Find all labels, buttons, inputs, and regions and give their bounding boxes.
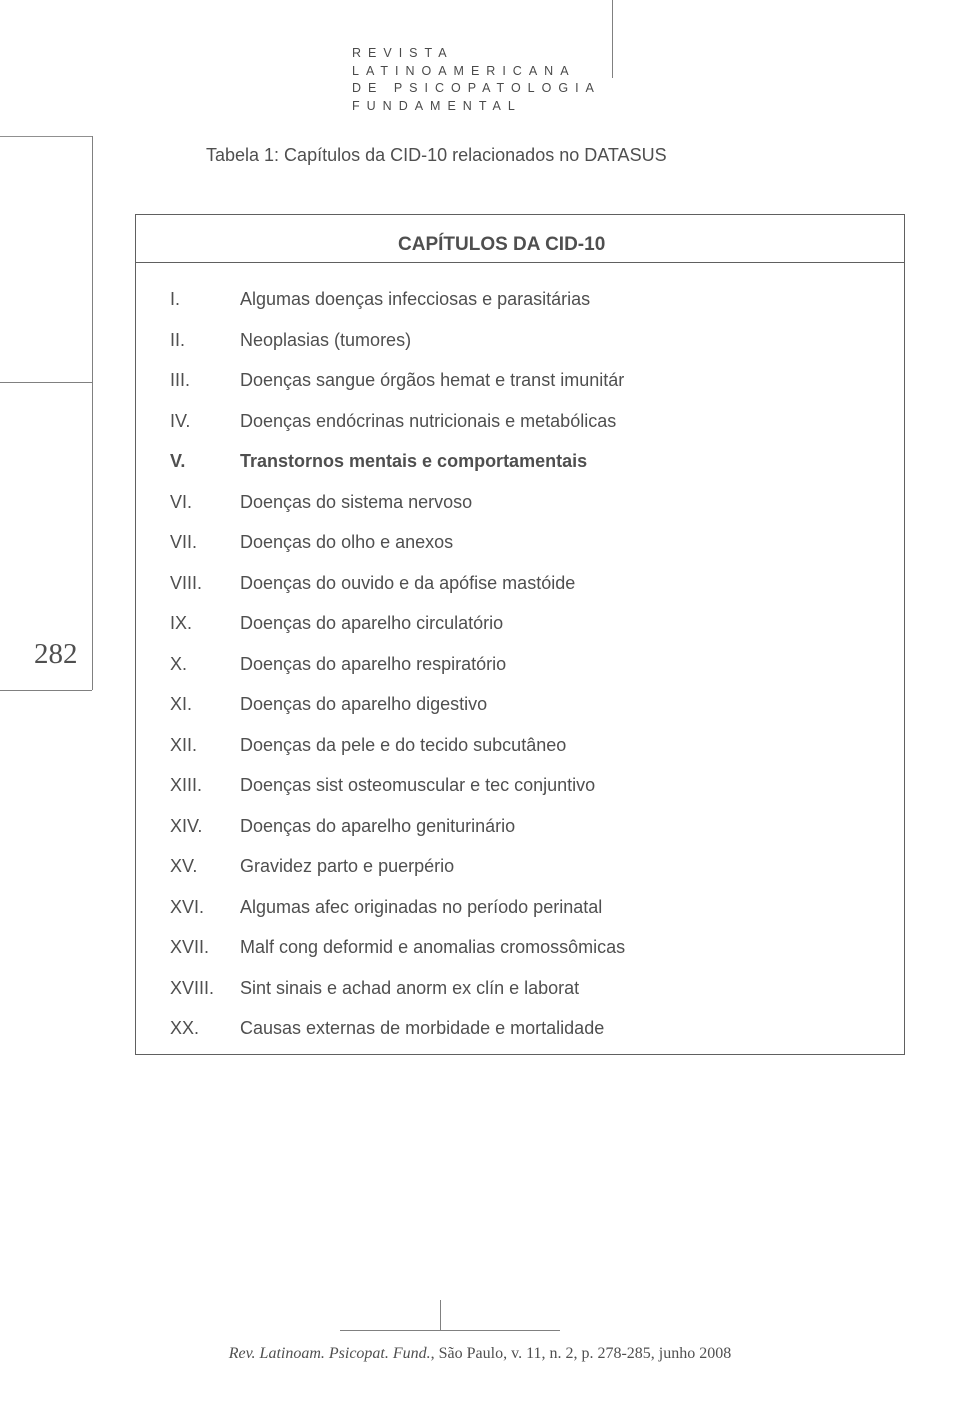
page-number: 282 (34, 638, 78, 671)
row-description: Doenças do aparelho respiratório (240, 655, 870, 673)
footer-journal: Rev. Latinoam. Psicopat. Fund. (229, 1345, 431, 1362)
table-row: XIII.Doenças sist osteomuscular e tec co… (170, 776, 870, 794)
row-numeral: XII. (170, 736, 240, 754)
table-row: V.Transtornos mentais e comportamentais (170, 452, 870, 470)
table-row: XVI.Algumas afec originadas no período p… (170, 898, 870, 916)
table-row: XX.Causas externas de morbidade e mortal… (170, 1019, 870, 1037)
row-description: Doenças do olho e anexos (240, 533, 870, 551)
table-heading-divider (135, 262, 905, 263)
row-numeral: II. (170, 331, 240, 349)
table-caption: Tabela 1: Capítulos da CID-10 relacionad… (206, 145, 667, 166)
table-row: VII.Doenças do olho e anexos (170, 533, 870, 551)
row-numeral: XI. (170, 695, 240, 713)
table-border-right (904, 214, 905, 1054)
footer-horizontal-rule (340, 1330, 560, 1331)
footer-vertical-rule (440, 1300, 441, 1330)
journal-header-line4: FUNDAMENTAL (352, 98, 604, 116)
table-border-left (135, 214, 136, 1054)
row-numeral: XVI. (170, 898, 240, 916)
row-numeral: XIV. (170, 817, 240, 835)
margin-rule-upper (0, 382, 92, 383)
row-description: Doenças da pele e do tecido subcutâneo (240, 736, 870, 754)
table-row: VIII.Doenças do ouvido e da apófise mast… (170, 574, 870, 592)
row-description: Doenças do aparelho digestivo (240, 695, 870, 713)
row-numeral: VII. (170, 533, 240, 551)
margin-rule-lower (0, 690, 92, 691)
row-description: Malf cong deformid e anomalias cromossôm… (240, 938, 870, 956)
table-row: III.Doenças sangue órgãos hemat e transt… (170, 371, 870, 389)
row-description: Transtornos mentais e comportamentais (240, 452, 870, 470)
row-numeral: XV. (170, 857, 240, 875)
row-numeral: I. (170, 290, 240, 308)
table-heading: CAPÍTULOS DA CID-10 (398, 234, 605, 256)
row-numeral: IX. (170, 614, 240, 632)
journal-header-line1: REVISTA (352, 45, 604, 63)
table-row: XIV.Doenças do aparelho geniturinário (170, 817, 870, 835)
table-row: II.Neoplasias (tumores) (170, 331, 870, 349)
row-numeral: X. (170, 655, 240, 673)
table-row: XVIII.Sint sinais e achad anorm ex clín … (170, 979, 870, 997)
row-description: Doenças sangue órgãos hemat e transt imu… (240, 371, 870, 389)
caption-left-rule (0, 136, 92, 137)
header-vertical-rule (612, 0, 613, 78)
table-row: X.Doenças do aparelho respiratório (170, 655, 870, 673)
page: REVISTA LATINOAMERICANA DE PSICOPATOLOGI… (0, 0, 960, 1412)
row-numeral: XVIII. (170, 979, 240, 997)
table-row: I.Algumas doenças infecciosas e parasitá… (170, 290, 870, 308)
row-description: Doenças do ouvido e da apófise mastóide (240, 574, 870, 592)
row-description: Gravidez parto e puerpério (240, 857, 870, 875)
row-numeral: IV. (170, 412, 240, 430)
table-row: IX.Doenças do aparelho circulatório (170, 614, 870, 632)
footer-citation: Rev. Latinoam. Psicopat. Fund., São Paul… (0, 1345, 960, 1363)
journal-header-line2: LATINOAMERICANA (352, 63, 604, 81)
row-numeral: XVII. (170, 938, 240, 956)
table-row: XII.Doenças da pele e do tecido subcutân… (170, 736, 870, 754)
row-numeral: XIII. (170, 776, 240, 794)
journal-header: REVISTA LATINOAMERICANA DE PSICOPATOLOGI… (352, 45, 604, 115)
row-description: Doenças do aparelho circulatório (240, 614, 870, 632)
row-description: Doenças do aparelho geniturinário (240, 817, 870, 835)
table-row: VI.Doenças do sistema nervoso (170, 493, 870, 511)
row-numeral: VI. (170, 493, 240, 511)
row-description: Algumas afec originadas no período perin… (240, 898, 870, 916)
row-description: Sint sinais e achad anorm ex clín e labo… (240, 979, 870, 997)
table-row: IV.Doenças endócrinas nutricionais e met… (170, 412, 870, 430)
journal-header-line3: DE PSICOPATOLOGIA (352, 80, 604, 98)
table-row: XI.Doenças do aparelho digestivo (170, 695, 870, 713)
margin-vertical-rule (92, 136, 93, 690)
table-row: XV.Gravidez parto e puerpério (170, 857, 870, 875)
row-numeral: XX. (170, 1019, 240, 1037)
row-description: Causas externas de morbidade e mortalida… (240, 1019, 870, 1037)
row-numeral: III. (170, 371, 240, 389)
table-body: I.Algumas doenças infecciosas e parasitá… (170, 290, 870, 1060)
row-description: Doenças do sistema nervoso (240, 493, 870, 511)
row-description: Doenças sist osteomuscular e tec conjunt… (240, 776, 870, 794)
row-description: Neoplasias (tumores) (240, 331, 870, 349)
table-row: XVII.Malf cong deformid e anomalias crom… (170, 938, 870, 956)
row-description: Doenças endócrinas nutricionais e metabó… (240, 412, 870, 430)
row-description: Algumas doenças infecciosas e parasitári… (240, 290, 870, 308)
table-border-top (135, 214, 905, 215)
row-numeral: V. (170, 452, 240, 470)
row-numeral: VIII. (170, 574, 240, 592)
footer-citation-text: , São Paulo, v. 11, n. 2, p. 278-285, ju… (431, 1345, 732, 1362)
